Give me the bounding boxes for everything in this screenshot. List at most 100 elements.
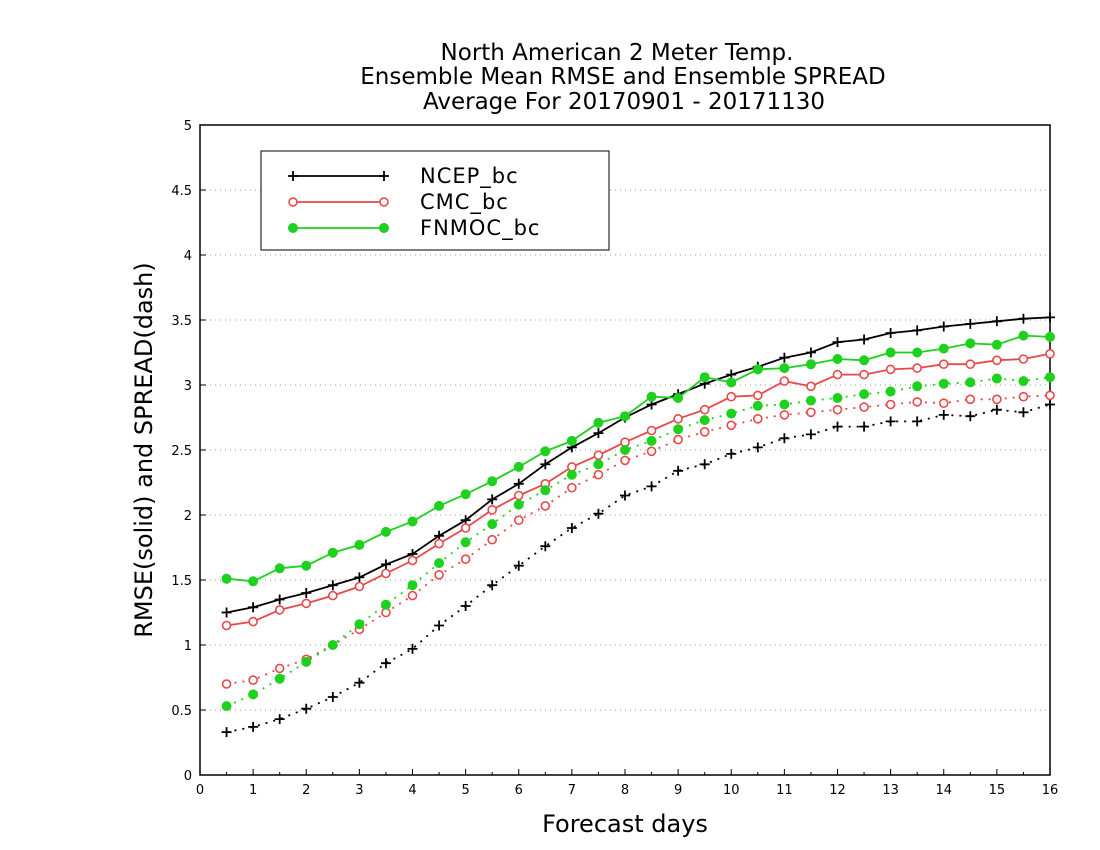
y-tick-label: 1	[184, 639, 192, 654]
spread-point-fnmoc-bc	[965, 377, 976, 388]
rmse-point-fnmoc-bc	[859, 355, 870, 366]
x-tick-label: 13	[882, 783, 899, 798]
series-cmc-bc	[221, 348, 1055, 689]
spread-point-fnmoc-bc	[513, 499, 524, 510]
spread-point-fnmoc-bc	[301, 656, 312, 667]
rmse-point-fnmoc-bc	[460, 489, 471, 500]
spread-point-ncep-bc	[540, 541, 551, 552]
spread-point-cmc-bc	[274, 663, 285, 674]
rmse-point-fnmoc-bc	[991, 339, 1002, 350]
spread-point-cmc-bc	[885, 399, 896, 410]
legend-label: CMC_bc	[420, 190, 509, 215]
rmse-point-ncep-bc	[301, 588, 312, 598]
rmse-point-cmc-bc	[1018, 354, 1029, 364]
y-tick-label: 2	[184, 509, 192, 524]
rmse-point-fnmoc-bc	[805, 359, 816, 370]
spread-point-cmc-bc	[992, 394, 1002, 405]
legend-marker	[379, 171, 389, 181]
rmse-point-ncep-bc	[779, 352, 790, 363]
spread-point-cmc-bc	[673, 434, 683, 445]
legend-marker	[288, 197, 298, 207]
chart-title-line-3: Average For 20170901 - 20171130	[423, 89, 825, 115]
rmse-point-ncep-bc	[221, 607, 232, 618]
spread-point-ncep-bc	[859, 421, 870, 432]
spread-point-ncep-bc	[327, 692, 338, 702]
rmse-point-fnmoc-bc	[407, 516, 418, 527]
rmse-point-cmc-bc	[487, 504, 497, 515]
spread-point-cmc-bc	[646, 446, 657, 457]
spread-point-fnmoc-bc	[274, 673, 285, 684]
spread-point-fnmoc-bc	[938, 378, 949, 389]
x-axis-label: Forecast days	[542, 810, 708, 838]
x-tick-label: 12	[829, 783, 846, 798]
spread-point-fnmoc-bc	[593, 459, 604, 470]
spread-line-cmc-bc	[226, 394, 1051, 685]
spread-point-ncep-bc	[593, 508, 604, 519]
rmse-point-cmc-bc	[513, 490, 524, 501]
spread-point-cmc-bc	[1018, 391, 1029, 402]
spread-point-cmc-bc	[753, 413, 763, 424]
rmse-point-fnmoc-bc	[965, 338, 976, 349]
x-tick-label: 0	[196, 783, 204, 798]
axes	[199, 124, 1051, 776]
rmse-point-cmc-bc	[673, 413, 683, 424]
rmse-point-ncep-bc	[912, 325, 923, 336]
rmse-point-cmc-bc	[407, 555, 418, 566]
spread-point-fnmoc-bc	[407, 580, 418, 591]
rmse-line-cmc-bc	[226, 352, 1051, 627]
rmse-point-fnmoc-bc	[248, 576, 259, 587]
rmse-point-cmc-bc	[248, 616, 258, 627]
x-tick-label: 8	[621, 783, 629, 798]
legend-marker	[288, 171, 298, 181]
rmse-point-fnmoc-bc	[566, 435, 577, 446]
spread-point-ncep-bc	[832, 421, 843, 432]
y-tick-label: 4	[184, 249, 192, 264]
rmse-point-cmc-bc	[567, 462, 577, 472]
rmse-point-fnmoc-bc	[832, 354, 843, 364]
x-tick-label: 9	[674, 783, 682, 798]
x-tick-label: 2	[302, 783, 310, 798]
spread-point-cmc-bc	[407, 590, 418, 601]
spread-point-cmc-bc	[699, 426, 710, 437]
legend-marker	[379, 197, 389, 207]
rmse-point-ncep-bc	[991, 316, 1002, 327]
spread-point-fnmoc-bc	[912, 381, 923, 392]
spread-point-fnmoc-bc	[620, 445, 630, 455]
spread-point-ncep-bc	[646, 481, 657, 492]
spread-point-ncep-bc	[487, 580, 498, 591]
spread-point-ncep-bc	[566, 523, 577, 533]
spread-point-fnmoc-bc	[1018, 376, 1029, 387]
legend-item-ncep-bc: NCEP_bc	[288, 164, 518, 189]
rmse-point-ncep-bc	[354, 572, 365, 583]
spread-point-cmc-bc	[832, 404, 843, 415]
rmse-point-fnmoc-bc	[885, 347, 896, 358]
rmse-point-fnmoc-bc	[673, 393, 684, 403]
rmse-point-cmc-bc	[460, 523, 471, 533]
rmse-point-cmc-bc	[221, 620, 232, 631]
x-tick-label: 16	[1042, 783, 1059, 798]
rmse-point-cmc-bc	[992, 355, 1002, 366]
rmse-point-fnmoc-bc	[912, 347, 923, 358]
rmse-point-cmc-bc	[354, 581, 365, 592]
rmse-point-fnmoc-bc	[274, 563, 285, 574]
spread-point-ncep-bc	[885, 416, 896, 427]
spread-point-cmc-bc	[567, 482, 577, 493]
rmse-point-cmc-bc	[328, 590, 338, 601]
spread-point-cmc-bc	[593, 469, 604, 480]
spread-point-fnmoc-bc	[540, 485, 551, 496]
spread-point-fnmoc-bc	[487, 519, 498, 530]
rmse-point-ncep-bc	[832, 337, 843, 348]
rmse-point-cmc-bc	[646, 425, 657, 436]
spread-point-fnmoc-bc	[699, 415, 710, 426]
rmse-point-ncep-bc	[487, 494, 498, 505]
chart-title-line-2: Ensemble Mean RMSE and Ensemble SPREAD	[360, 64, 885, 90]
x-tick-label: 14	[935, 783, 952, 798]
spread-point-fnmoc-bc	[805, 395, 816, 406]
y-tick-label: 0	[184, 769, 192, 784]
rmse-point-fnmoc-bc	[434, 500, 445, 511]
spread-point-ncep-bc	[301, 703, 312, 714]
spread-point-cmc-bc	[434, 569, 444, 580]
spread-point-cmc-bc	[726, 420, 737, 431]
x-tick-label: 5	[461, 783, 469, 798]
spread-point-cmc-bc	[859, 402, 869, 412]
